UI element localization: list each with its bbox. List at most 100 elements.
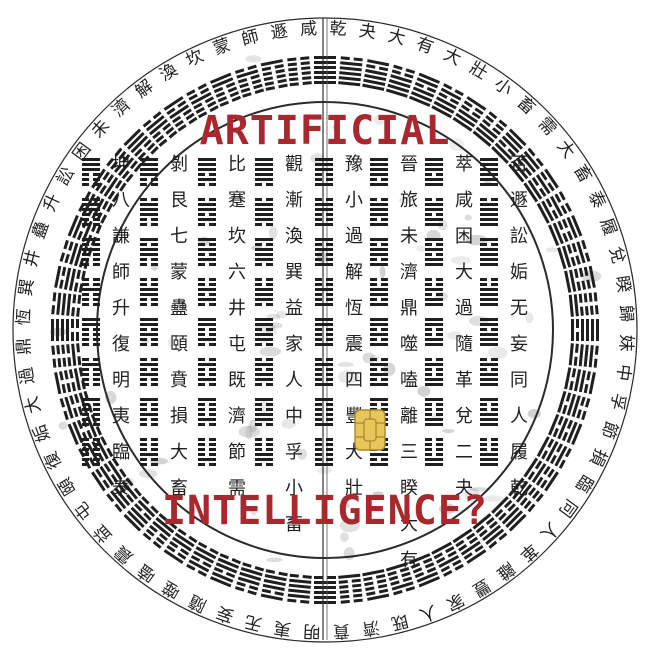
- yin-line: [326, 293, 333, 296]
- yang-line: [198, 378, 216, 381]
- yang-line: [314, 81, 336, 84]
- yang-line: [123, 128, 142, 147]
- ink-smudge: [340, 532, 349, 542]
- yang-line: [548, 413, 560, 436]
- yin-line: [498, 119, 508, 128]
- yin-line: [72, 294, 77, 304]
- yin-line: [302, 575, 312, 579]
- yang-line: [163, 549, 184, 564]
- yin-line: [106, 202, 114, 213]
- yin-line: [149, 524, 158, 533]
- yin-line: [401, 571, 411, 578]
- yin-line: [151, 298, 158, 301]
- yang-line: [480, 363, 498, 366]
- yin-line: [390, 580, 400, 586]
- yang-line: [315, 203, 333, 206]
- yang-line: [338, 81, 361, 87]
- yang-line: [458, 108, 479, 124]
- yin-line: [151, 448, 158, 451]
- yin-line: [535, 157, 544, 167]
- yin-line: [140, 298, 147, 301]
- yin-line: [425, 448, 432, 451]
- inner-hexagram: [198, 158, 216, 186]
- inner-hexagram: [140, 158, 158, 186]
- yin-line: [480, 198, 487, 201]
- yin-line: [209, 333, 216, 336]
- yang-line: [255, 453, 273, 456]
- yin-line: [247, 64, 257, 71]
- yang-line: [82, 168, 100, 171]
- yin-line: [302, 81, 312, 85]
- yin-line: [491, 438, 498, 441]
- yin-line: [471, 111, 481, 120]
- yang-line: [69, 242, 79, 265]
- yang-line: [255, 318, 273, 321]
- yin-line: [370, 368, 377, 371]
- yin-line: [198, 423, 205, 426]
- yin-line: [265, 86, 276, 91]
- ink-smudge: [177, 297, 186, 311]
- ink-smudge: [417, 385, 431, 397]
- yang-line: [571, 395, 581, 418]
- yang-line: [174, 532, 195, 548]
- yang-line: [480, 218, 498, 221]
- yin-line: [326, 218, 333, 221]
- yin-line: [326, 283, 333, 286]
- ring-character: 中: [612, 363, 634, 383]
- yang-line: [255, 363, 273, 366]
- yin-line: [51, 305, 56, 315]
- yang-line: [544, 471, 559, 492]
- yin-line: [287, 62, 297, 67]
- yin-line: [140, 338, 147, 341]
- yin-line: [491, 448, 498, 451]
- yin-line: [560, 204, 568, 215]
- yang-line: [71, 343, 77, 366]
- yin-line: [93, 303, 100, 306]
- ring-character: 復: [41, 448, 66, 472]
- yang-line: [480, 288, 498, 291]
- yin-line: [436, 293, 443, 296]
- yang-line: [552, 222, 564, 245]
- ring-hexagram: [408, 553, 441, 588]
- yin-line: [59, 279, 64, 289]
- inner-hexagram: [315, 318, 333, 346]
- yang-line: [494, 142, 513, 161]
- yang-line: [440, 87, 462, 101]
- yang-line: [198, 398, 216, 401]
- yin-line: [227, 86, 238, 93]
- yang-line: [255, 258, 273, 261]
- yang-line: [255, 338, 273, 341]
- yin-line: [340, 599, 350, 604]
- yang-line: [370, 383, 388, 386]
- yang-line: [472, 130, 492, 147]
- yin-line: [166, 107, 176, 115]
- yang-line: [480, 458, 498, 461]
- yin-line: [82, 328, 89, 331]
- inner-hexagram: [255, 198, 273, 226]
- yang-line: [113, 487, 131, 506]
- yin-line: [266, 198, 273, 201]
- yang-line: [73, 368, 81, 391]
- yin-line: [198, 368, 205, 371]
- yin-line: [491, 243, 498, 246]
- yin-line: [315, 418, 322, 421]
- yin-line: [547, 438, 555, 448]
- yin-line: [491, 368, 498, 371]
- yang-line: [67, 423, 79, 446]
- yin-line: [370, 338, 377, 341]
- yin-line: [266, 423, 273, 426]
- inner-hexagram: [82, 398, 100, 426]
- ring-hexagram: [142, 111, 178, 147]
- yang-line: [425, 263, 443, 266]
- yin-line: [140, 223, 147, 226]
- yin-line: [151, 263, 158, 266]
- yang-line: [255, 323, 273, 326]
- yin-line: [562, 232, 569, 243]
- yin-line: [133, 487, 142, 497]
- yin-line: [388, 575, 399, 582]
- inner-character: 小: [345, 190, 363, 211]
- yin-line: [584, 252, 591, 262]
- yang-line: [315, 343, 333, 346]
- ink-smudge: [416, 245, 427, 252]
- ring-hexagram: [186, 83, 219, 119]
